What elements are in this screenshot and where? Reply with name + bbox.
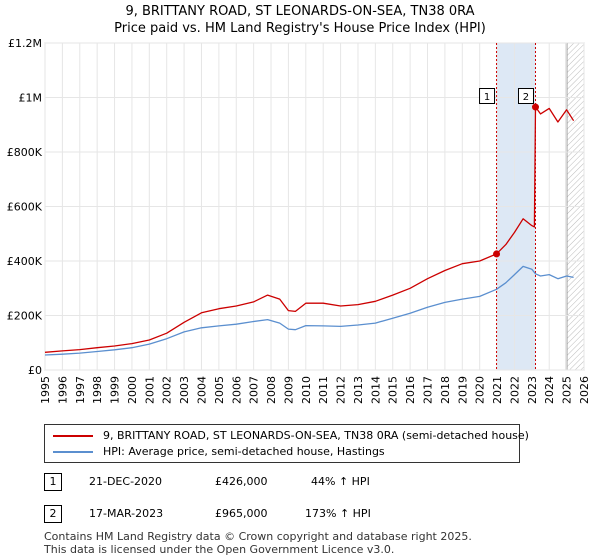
x-tick-label: 2020: [474, 376, 487, 404]
y-tick-label: £400K: [7, 255, 43, 268]
sale-label-text: 1: [484, 92, 490, 103]
x-tick-label: 1997: [74, 376, 87, 404]
x-tick-label: 2000: [126, 376, 139, 404]
x-tick-label: 2019: [456, 376, 469, 404]
x-tick-label: 1999: [109, 376, 122, 404]
x-tick-label: 2016: [404, 376, 417, 404]
x-tick-label: 1996: [56, 376, 69, 404]
legend-property-label: 9, BRITTANY ROAD, ST LEONARDS-ON-SEA, TN…: [103, 429, 529, 442]
x-tick-label: 2006: [230, 376, 243, 404]
transaction-price: £965,000: [215, 507, 268, 520]
footer: Contains HM Land Registry data © Crown c…: [44, 530, 472, 556]
x-tick-label: 2014: [369, 376, 382, 404]
chart-title-line1: 9, BRITTANY ROAD, ST LEONARDS-ON-SEA, TN…: [125, 4, 475, 19]
sale-label-text: 2: [523, 92, 529, 103]
y-tick-label: £1.2M: [8, 37, 42, 50]
x-tick-label: 2023: [526, 376, 539, 404]
x-tick-label: 2022: [508, 376, 521, 404]
x-tick-label: 2025: [561, 376, 574, 404]
y-tick-label: £600K: [7, 201, 43, 214]
x-tick-label: 2003: [178, 376, 191, 404]
footer-copyright: Contains HM Land Registry data © Crown c…: [44, 530, 472, 543]
x-tick-label: 2018: [439, 376, 452, 404]
x-tick-label: 2015: [387, 376, 400, 404]
x-tick-label: 2005: [213, 376, 226, 404]
sale-label-box: [517, 88, 534, 104]
transaction-date: 21-DEC-2020: [89, 475, 163, 488]
transaction-hpi-change: 173% ↑ HPI: [305, 507, 371, 520]
x-tick-label: 2017: [422, 376, 435, 404]
x-tick-label: 2011: [317, 376, 330, 404]
x-tick-label: 2009: [282, 376, 295, 404]
y-tick-label: £800K: [7, 146, 43, 159]
transaction-badge: 1: [44, 473, 62, 491]
transaction-price: £426,000: [215, 475, 268, 488]
x-tick-label: 2002: [161, 376, 174, 404]
x-tick-label: 2008: [265, 376, 278, 404]
sale-point: [531, 103, 539, 111]
x-tick-label: 2007: [248, 376, 261, 404]
sale-label-box: [479, 88, 496, 104]
transaction-hpi-change: 44% ↑ HPI: [311, 475, 370, 488]
x-tick-label: 2024: [543, 376, 556, 404]
footer-licence: This data is licensed under the Open Gov…: [44, 543, 395, 556]
series-line-property: [44, 106, 575, 353]
x-tick-label: 2013: [352, 376, 365, 404]
legend-hpi-line: [53, 451, 93, 453]
y-tick-label: £200K: [7, 310, 43, 323]
legend: 9, BRITTANY ROAD, ST LEONARDS-ON-SEA, TN…: [44, 424, 529, 463]
x-tick-label: 1998: [91, 376, 104, 404]
x-tick-label: 2010: [300, 376, 313, 404]
transaction-date: 17-MAR-2023: [89, 507, 164, 520]
legend-hpi-label: HPI: Average price, semi-detached house,…: [103, 445, 385, 458]
transaction-badge: 2: [44, 505, 62, 523]
x-tick-label: 2021: [491, 376, 504, 404]
x-tick-label: 1995: [39, 376, 52, 404]
x-tick-label: 2004: [195, 376, 208, 404]
sale-point: [493, 250, 501, 258]
x-tick-label: 2001: [143, 376, 156, 404]
legend-property-line: [53, 435, 93, 437]
y-tick-label: £0: [28, 364, 42, 377]
price-chart: £0 £200K £400K £600K £800K £1M £1.2M 1995 1996 19…: [7, 37, 591, 404]
series-line-hpi: [44, 265, 574, 356]
y-tick-label: £1M: [19, 92, 43, 105]
x-tick-label: 2012: [335, 376, 348, 404]
x-tick-label: 2026: [578, 376, 591, 404]
chart-title-line2: Price paid vs. HM Land Registry's House …: [114, 21, 486, 36]
